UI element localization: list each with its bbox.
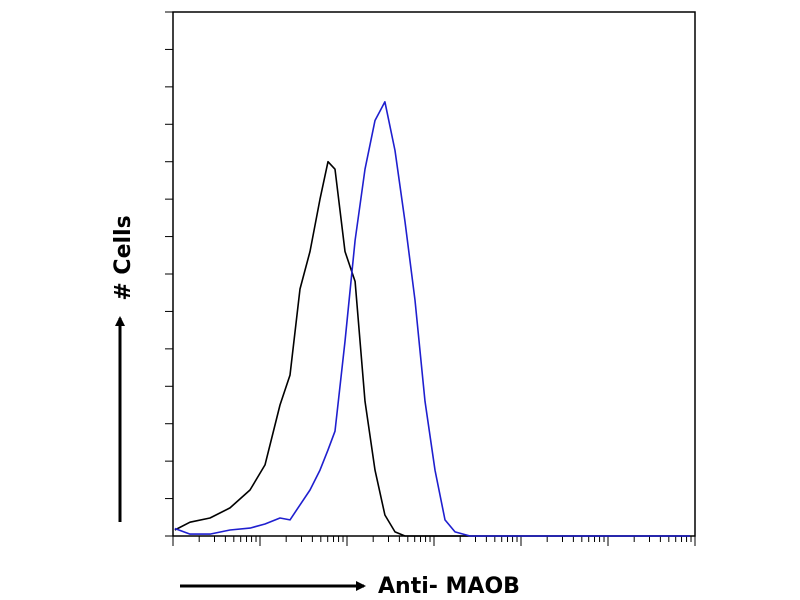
series-line (174, 101, 690, 537)
x-axis-label: Anti- MAOB (378, 574, 520, 599)
y-axis-label: # Cells (111, 215, 136, 300)
series-line (174, 160, 690, 537)
plot-frame (172, 11, 696, 537)
